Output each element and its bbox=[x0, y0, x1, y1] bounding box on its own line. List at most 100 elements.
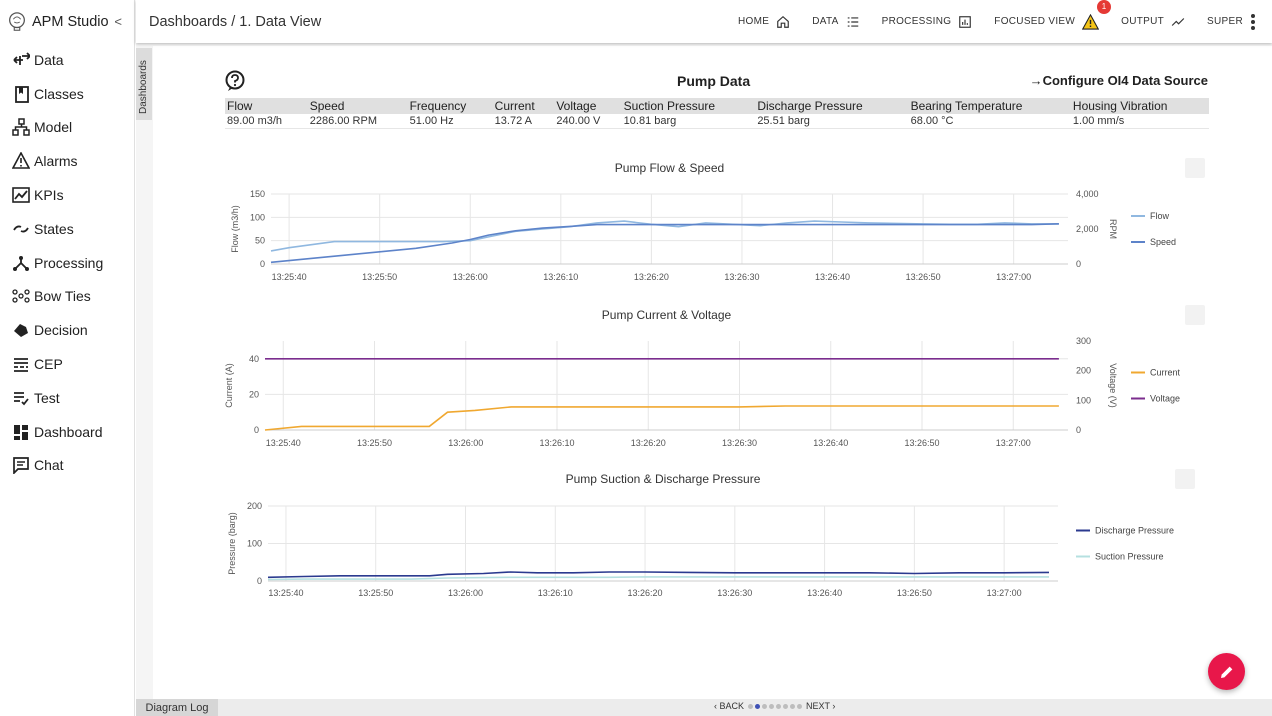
sidebar-item-label: Data bbox=[34, 51, 64, 68]
nav-processing-button[interactable]: PROCESSING bbox=[882, 15, 973, 29]
legend-label[interactable]: Speed bbox=[1150, 237, 1176, 247]
page-dot[interactable] bbox=[748, 704, 754, 709]
x-tick-label: 13:26:20 bbox=[631, 438, 666, 448]
cep-icon bbox=[11, 355, 31, 373]
series-line-current bbox=[264, 405, 1059, 431]
x-tick-label: 13:26:30 bbox=[722, 438, 757, 448]
y-tick-label: 100 bbox=[250, 212, 265, 222]
page-dot[interactable] bbox=[762, 704, 768, 709]
page-dot[interactable] bbox=[776, 704, 782, 709]
chart-menu-button[interactable] bbox=[1185, 158, 1205, 178]
page-dot[interactable] bbox=[783, 704, 789, 709]
home-icon bbox=[777, 15, 790, 28]
legend-label[interactable]: Discharge Pressure bbox=[1095, 526, 1174, 536]
nav-super-button[interactable]: SUPER bbox=[1207, 13, 1256, 30]
nav-output-label: OUTPUT bbox=[1121, 16, 1165, 27]
help-icon[interactable] bbox=[225, 70, 245, 92]
bottom-bar: Diagram Log ‹ BACK NEXT › bbox=[136, 699, 1272, 716]
table-cell: 10.81 barg bbox=[621, 114, 756, 129]
y-tick-label: 50 bbox=[255, 236, 265, 246]
back-label: BACK bbox=[719, 701, 745, 711]
app-brand[interactable]: APM Studio < bbox=[0, 0, 134, 43]
y-tick-label: 0 bbox=[254, 425, 259, 435]
page-dot[interactable] bbox=[755, 704, 761, 709]
sidebar-item-label: Decision bbox=[34, 322, 88, 339]
table-cell: 240.00 V bbox=[554, 114, 622, 129]
column-header: Flow bbox=[225, 98, 308, 114]
sidebar-item-dashboard[interactable]: Dashboard bbox=[0, 415, 134, 449]
chat-icon bbox=[11, 456, 31, 475]
sidebar-item-cep[interactable]: CEP bbox=[0, 347, 134, 381]
sidebar-item-processing[interactable]: Processing bbox=[0, 246, 134, 280]
table-header-row: Flow Speed Frequency Current Voltage Suction … bbox=[225, 98, 1209, 114]
sidebar-item-label: Dashboard bbox=[34, 423, 103, 440]
sidebar-item-label: Chat bbox=[34, 457, 64, 474]
nav-focused-label: FOCUSED VIEW bbox=[994, 16, 1076, 27]
dashboards-side-tab[interactable]: Dashboards bbox=[136, 48, 152, 120]
sidebar-item-label: States bbox=[34, 220, 74, 237]
next-button[interactable]: NEXT › bbox=[806, 701, 836, 711]
sidebar-item-chat[interactable]: Chat bbox=[0, 449, 134, 483]
x-tick-label: 13:25:40 bbox=[272, 272, 307, 282]
table-cell: 2286.00 RPM bbox=[307, 114, 408, 129]
top-bar: Dashboards / 1. Data View HOME DATA PROC… bbox=[136, 0, 1272, 43]
pager: ‹ BACK NEXT › bbox=[714, 701, 835, 711]
x-tick-label: 13:26:10 bbox=[543, 272, 578, 282]
nav-output-button[interactable]: OUTPUT bbox=[1121, 15, 1185, 29]
sidebar-item-test[interactable]: Test bbox=[0, 381, 134, 415]
chart-title: Pump Flow & Speed bbox=[615, 161, 724, 175]
column-header: Discharge Pressure bbox=[755, 98, 909, 114]
x-tick-label: 13:26:20 bbox=[628, 588, 663, 598]
more-vertical-icon bbox=[1251, 13, 1255, 30]
sidebar-item-classes[interactable]: Classes bbox=[0, 77, 134, 111]
sidebar-item-model[interactable]: Model bbox=[0, 111, 134, 145]
nav-home-button[interactable]: HOME bbox=[738, 15, 790, 29]
table-cell: 1.00 mm/s bbox=[1070, 114, 1209, 129]
legend-label[interactable]: Suction Pressure bbox=[1095, 552, 1164, 562]
legend-label[interactable]: Voltage bbox=[1150, 394, 1180, 404]
column-header: Speed bbox=[307, 98, 408, 114]
column-header: Bearing Temperature bbox=[908, 98, 1071, 114]
diagram-log-tab[interactable]: Diagram Log bbox=[136, 699, 218, 716]
chart-svg: Pump Flow & Speed 13:25:40 13:25:50 13:26:0… bbox=[230, 158, 1205, 282]
y-tick-label: 40 bbox=[249, 354, 259, 364]
column-header: Suction Pressure bbox=[621, 98, 756, 114]
x-tick-label: 13:26:40 bbox=[815, 272, 850, 282]
configure-data-source-link[interactable]: →Configure OI4 Data Source bbox=[1030, 73, 1208, 88]
back-button[interactable]: ‹ BACK bbox=[714, 701, 745, 711]
y-axis-label: Current (A) bbox=[224, 363, 234, 408]
collapse-sidebar-icon[interactable]: < bbox=[114, 14, 122, 29]
next-label: NEXT bbox=[806, 701, 830, 711]
column-header: Housing Vibration bbox=[1070, 98, 1209, 114]
x-tick-label: 13:26:10 bbox=[538, 588, 573, 598]
y2-tick-label: 300 bbox=[1076, 336, 1091, 346]
x-tick-label: 13:26:30 bbox=[717, 588, 752, 598]
sidebar: APM Studio < Data Classes Model Alarms KPIs S… bbox=[0, 0, 135, 716]
x-tick-label: 13:27:00 bbox=[996, 438, 1031, 448]
nav-super-label: SUPER bbox=[1207, 16, 1243, 27]
edit-pencil-icon bbox=[1220, 666, 1232, 678]
chart-menu-button[interactable] bbox=[1185, 305, 1205, 325]
page-dot[interactable] bbox=[769, 704, 775, 709]
page-dot[interactable] bbox=[797, 704, 803, 709]
nav-processing-label: PROCESSING bbox=[881, 16, 952, 27]
legend-label[interactable]: Flow bbox=[1150, 211, 1170, 221]
sidebar-item-label: CEP bbox=[34, 356, 63, 373]
nav-focused-view-button[interactable]: FOCUSED VIEW 1 bbox=[994, 0, 1112, 30]
sidebar-item-decision[interactable]: Decision bbox=[0, 313, 134, 347]
sidebar-item-states[interactable]: States bbox=[0, 212, 134, 246]
chart-svg: Pump Current & Voltage 13:25:40 13:25:50 13… bbox=[224, 305, 1205, 448]
chart-menu-button[interactable] bbox=[1175, 469, 1195, 489]
pressure-chart: Pump Suction & Discharge Pressure 13:25:4… bbox=[223, 469, 1223, 599]
legend-label[interactable]: Current bbox=[1150, 368, 1181, 378]
x-tick-label: 13:25:40 bbox=[266, 438, 301, 448]
sidebar-item-alarms[interactable]: Alarms bbox=[0, 144, 134, 178]
bar-chart-icon bbox=[959, 15, 972, 28]
y2-tick-label: 2,000 bbox=[1076, 224, 1099, 234]
page-dot[interactable] bbox=[790, 704, 796, 709]
sidebar-item-bow-ties[interactable]: Bow Ties bbox=[0, 280, 134, 314]
nav-data-button[interactable]: DATA bbox=[812, 15, 859, 29]
sidebar-item-kpis[interactable]: KPIs bbox=[0, 178, 134, 212]
edit-fab-button[interactable] bbox=[1208, 653, 1245, 690]
sidebar-item-data[interactable]: Data bbox=[0, 43, 134, 77]
